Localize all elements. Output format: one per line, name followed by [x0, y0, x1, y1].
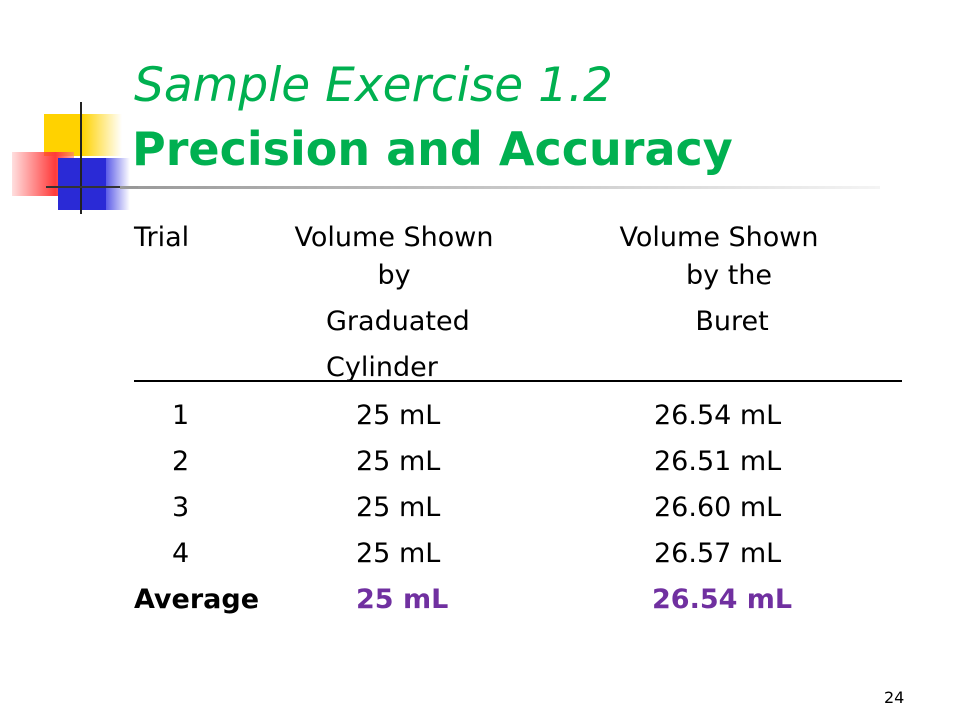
row-1-buret: 26.54 mL	[654, 400, 782, 431]
header-buret-line-3: Buret	[695, 306, 769, 337]
row-2-cylinder: 25 mL	[356, 446, 441, 477]
average-cylinder-value: 25 mL	[356, 584, 449, 615]
row-4-cylinder: 25 mL	[356, 538, 441, 569]
average-label: Average	[134, 584, 260, 615]
slide-logo-graphic	[0, 0, 140, 230]
row-2-trial: 2	[172, 446, 190, 477]
header-cylinder-line-3: Graduated	[326, 306, 470, 337]
logo-blue-square	[58, 158, 106, 210]
table-header-rule	[134, 380, 902, 382]
header-trial: Trial	[134, 222, 190, 253]
header-cylinder-line-2: by	[377, 260, 411, 291]
title-divider	[120, 186, 880, 189]
row-3-trial: 3	[172, 492, 190, 523]
header-cylinder-line-4: Cylinder	[326, 352, 438, 383]
logo-vertical-line	[80, 102, 82, 214]
row-4-trial: 4	[172, 538, 190, 569]
row-3-cylinder: 25 mL	[356, 492, 441, 523]
header-cylinder-line-1: Volume Shown	[294, 222, 494, 253]
header-buret-line-1: Volume Shown	[619, 222, 819, 253]
row-4-buret: 26.57 mL	[654, 538, 782, 569]
slide-title-topic: Precision and Accuracy	[132, 122, 733, 176]
row-2-buret: 26.51 mL	[654, 446, 782, 477]
row-1-cylinder: 25 mL	[356, 400, 441, 431]
logo-horizontal-line	[46, 186, 138, 188]
average-buret-value: 26.54 mL	[652, 584, 793, 615]
row-1-trial: 1	[172, 400, 190, 431]
slide-title-exercise: Sample Exercise 1.2	[134, 58, 613, 113]
logo-blue-fade	[106, 158, 130, 210]
header-buret-line-2: by the	[685, 260, 773, 291]
page-number: 24	[884, 688, 905, 707]
logo-yellow-square	[44, 114, 82, 156]
row-3-buret: 26.60 mL	[654, 492, 782, 523]
logo-yellow-fade	[82, 114, 122, 156]
